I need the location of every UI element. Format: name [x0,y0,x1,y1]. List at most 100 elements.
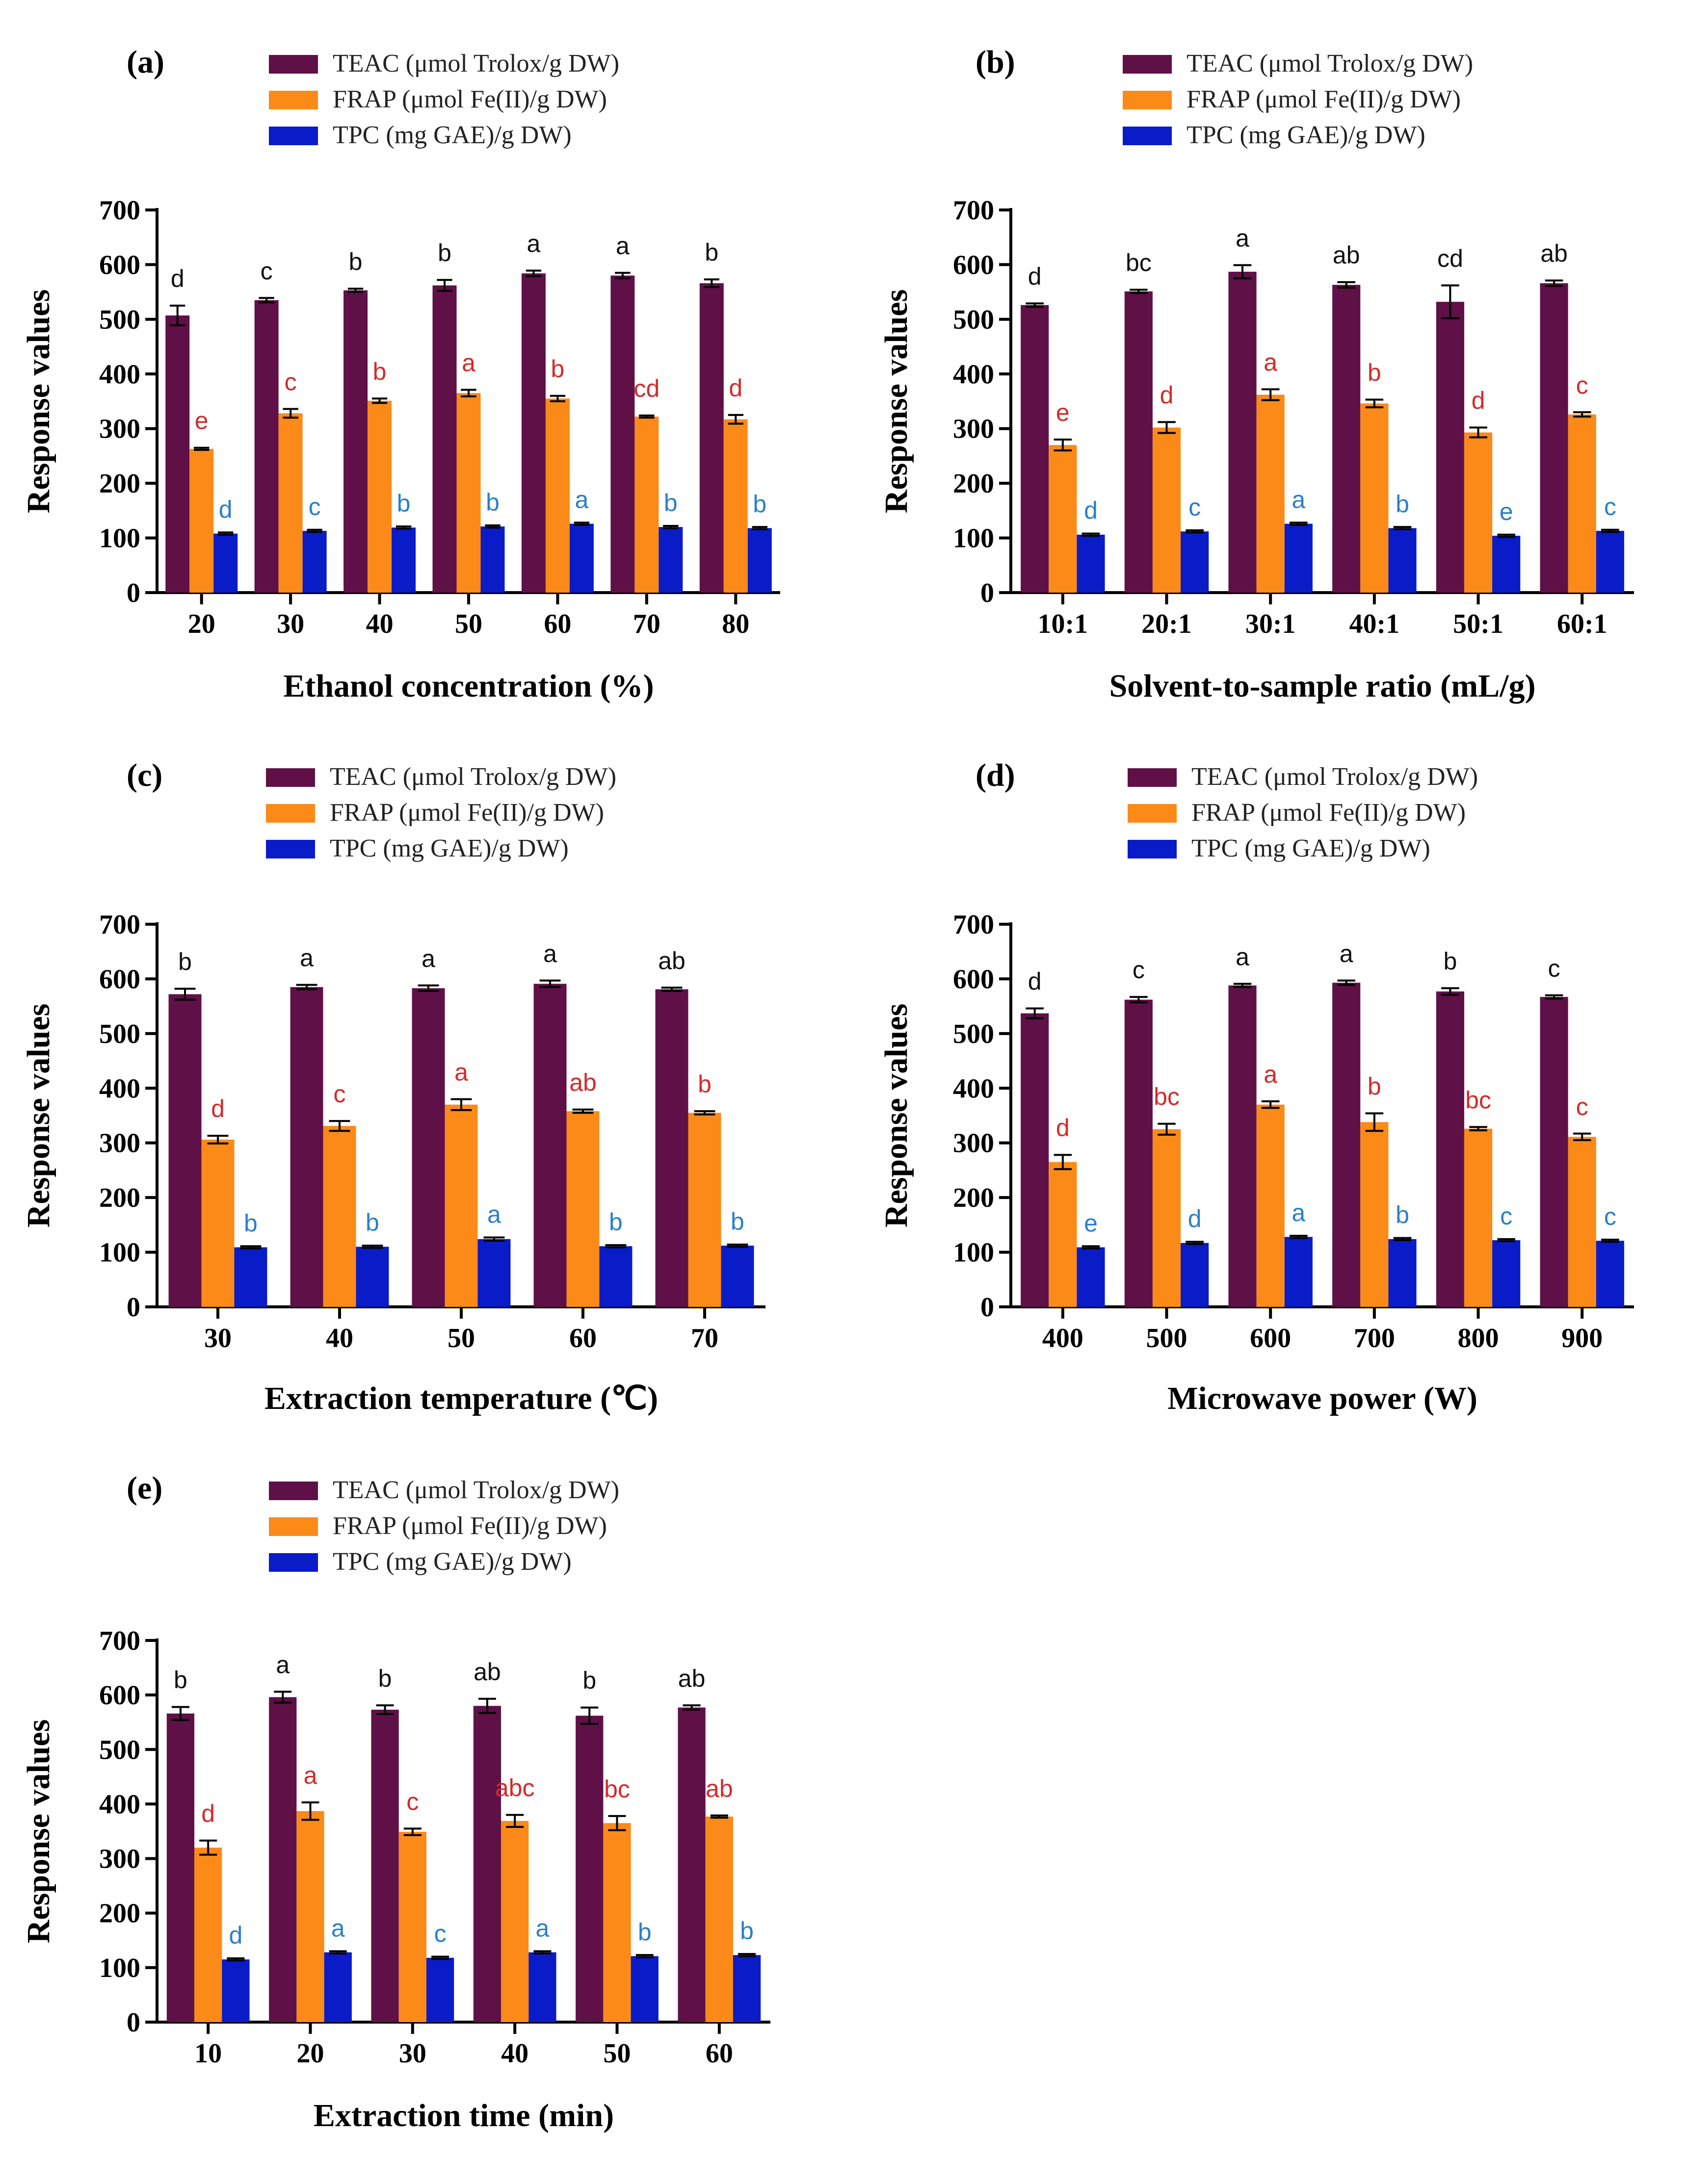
bar-teac [699,283,724,593]
significance-label: c [1133,956,1145,984]
y-tick-label: 700 [99,1626,140,1656]
x-axis-title: Microwave power (W) [1167,1380,1477,1416]
bar-frap [456,393,481,593]
panel-label: (c) [127,757,162,793]
x-tick-label: 40 [501,2038,528,2069]
bar-tpc [1596,1241,1624,1307]
significance-label: d [1472,387,1485,414]
significance-label: b [698,1070,712,1098]
significance-label: d [1056,1114,1070,1142]
bar-tpc [1181,531,1209,593]
significance-label: a [304,1762,317,1789]
bar-teac [1228,271,1257,593]
panel-label: (a) [127,44,164,80]
x-axis-title: Extraction time (min) [314,2098,614,2133]
x-tick-label: 80 [722,609,749,639]
x-tick-label: 800 [1458,1323,1499,1353]
bar-teac [473,1706,501,2022]
legend-label: TEAC (μmol Trolox/g DW) [333,1476,619,1504]
bar-frap [1360,403,1389,593]
y-tick-label: 600 [99,250,140,280]
significance-label: c [261,257,273,285]
bar-frap [705,1816,733,2022]
significance-label: b [366,1209,379,1236]
bar-frap [1568,414,1596,593]
y-tick-label: 100 [953,1238,994,1268]
significance-label: d [171,265,185,292]
significance-label: c [434,1920,447,1948]
significance-label: b [349,248,363,275]
bar-frap [566,1111,600,1307]
x-axis-title: Solvent-to-sample ratio (mL/g) [1109,668,1536,704]
bar-teac [254,300,279,593]
bar-tpc [1181,1243,1209,1307]
significance-label: a [331,1915,345,1942]
bar-teac [1228,985,1257,1307]
bar-frap [1464,432,1493,593]
bar-teac [610,275,635,593]
y-tick-label: 500 [953,305,994,335]
significance-label: b [1368,359,1381,387]
legend-swatch [269,127,318,145]
bar-tpc [569,523,594,593]
bar-frap [1464,1128,1493,1307]
bar-frap [634,416,659,593]
bar-tpc [1077,1247,1105,1307]
significance-label: a [454,1059,468,1086]
y-tick-label: 200 [99,1183,140,1213]
y-tick-label: 200 [99,468,140,499]
x-tick-label: 40:1 [1349,609,1400,639]
bar-frap [1152,1129,1181,1307]
bar-tpc [324,1952,352,2022]
y-tick-label: 400 [99,1073,140,1104]
significance-label: e [1056,399,1070,426]
y-tick-label: 0 [127,1292,140,1323]
bar-tpc [392,527,416,593]
y-tick-label: 200 [953,1183,994,1213]
bar-frap [545,398,570,593]
legend-swatch [269,91,318,109]
y-tick-label: 700 [953,195,994,226]
significance-label: b [178,948,192,975]
significance-label: ab [569,1069,597,1096]
bar-frap [368,400,392,593]
significance-label: b [705,239,718,266]
legend-label: FRAP (μmol Fe(II)/g DW) [333,1512,607,1540]
y-tick-label: 500 [99,305,140,335]
x-tick-label: 50 [604,2038,631,2069]
significance-label: c [1576,1093,1588,1120]
y-axis-title: Response values [21,1004,56,1228]
significance-label: a [300,944,314,972]
bar-frap [189,448,214,593]
bar-teac [269,1697,297,2022]
significance-label: ab [678,1664,706,1692]
significance-label: c [1548,955,1560,982]
bar-teac [290,987,323,1307]
bar-tpc [222,1959,250,2022]
legend-label: FRAP (μmol Fe(II)/g DW) [1191,799,1466,827]
y-tick-label: 100 [99,1953,140,1983]
y-axis-title: Response values [878,1004,914,1228]
y-tick-label: 0 [980,1292,994,1323]
bar-frap [1049,445,1077,593]
legend-label: TPC (mg GAE)/g DW) [333,121,572,149]
bar-tpc [1284,523,1313,593]
y-tick-label: 700 [99,910,140,940]
significance-label: a [1264,1061,1277,1088]
legend-label: FRAP (μmol Fe(II)/g DW) [330,799,604,827]
y-axis-title: Response values [21,289,56,514]
significance-label: d [201,1800,215,1827]
y-tick-label: 200 [953,468,994,499]
bar-teac [371,1710,399,2022]
significance-label: b [378,1664,392,1692]
y-tick-label: 600 [99,1680,140,1711]
significance-label: a [543,940,557,967]
legend-swatch [1128,768,1177,787]
y-tick-label: 500 [99,1019,140,1049]
bar-frap [603,1823,631,2022]
significance-label: b [438,239,451,267]
significance-label: d [1028,263,1042,290]
significance-label: bc [1154,1083,1180,1111]
chart-panel-b: (b) TEAC (μmol Trolox/g DW) FRAP (μmol Fe(… [878,44,1634,704]
bar-frap [1049,1162,1077,1307]
